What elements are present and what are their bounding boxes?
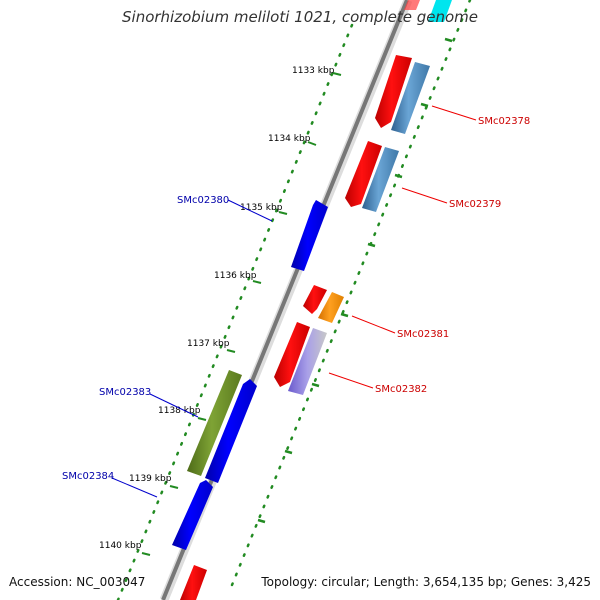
gene-label-smc02381: SMc02381: [397, 329, 449, 340]
label-line-smc02378: [431, 105, 477, 121]
gene-label-smc02384: SMc02384: [62, 471, 114, 482]
label-line-smc02384: [111, 477, 158, 498]
gene-smc02379-steel[interactable]: [362, 147, 399, 212]
top-gene-cyan[interactable]: [428, 0, 452, 22]
tick-label-1136: 1136 kbp: [214, 271, 257, 281]
gene-smc02381-red[interactable]: [303, 285, 327, 314]
map-title: Sinorhizobium meliloti 1021, complete ge…: [122, 8, 478, 26]
inner-dotted-track: [116, 23, 354, 600]
gene-label-smc02379: SMc02379: [449, 199, 501, 210]
tick-label-1133: 1133 kbp: [292, 66, 335, 76]
tick-1140: 1140 kbp: [99, 541, 151, 556]
gene-smc02383-olive[interactable]: [187, 370, 242, 476]
tick-label-1138: 1138 kbp: [158, 406, 201, 416]
tick-1138: 1138 kbp: [158, 406, 207, 421]
tick-label-1135: 1135 kbp: [240, 203, 283, 213]
gene-smc02381-orange[interactable]: [318, 292, 344, 323]
outer-dotted-track: [230, 0, 472, 587]
gene-smc02383-blue[interactable]: [205, 379, 257, 483]
gene-label-smc02383: SMc02383: [99, 387, 151, 398]
top-gene-red[interactable]: [404, 0, 420, 10]
tick-1137: 1137 kbp: [187, 339, 236, 353]
gene-smc02378-red[interactable]: [375, 55, 412, 128]
genome-summary-text: Topology: circular; Length: 3,654,135 bp…: [260, 575, 591, 589]
label-line-smc02379: [401, 187, 448, 204]
tick-1135: 1135 kbp: [240, 203, 288, 215]
tick-1139: 1139 kbp: [129, 474, 179, 489]
gene-label-smc02382: SMc02382: [375, 384, 427, 395]
gene-label-smc02378: SMc02378: [478, 116, 530, 127]
outer-dashes: [257, 37, 453, 524]
gene-smc02379-red[interactable]: [345, 141, 382, 207]
label-line-smc02382: [328, 372, 374, 389]
gene-smc02380[interactable]: [291, 200, 328, 271]
gene-smc02382-lavender[interactable]: [288, 328, 327, 395]
tick-label-1137: 1137 kbp: [187, 339, 230, 349]
tick-1136: 1136 kbp: [214, 271, 262, 284]
bottom-gene-red[interactable]: [180, 565, 207, 600]
tick-label-1140: 1140 kbp: [99, 541, 142, 551]
tick-1134: 1134 kbp: [268, 134, 317, 146]
gene-smc02378-steel[interactable]: [391, 62, 430, 134]
label-line-smc02381: [351, 315, 396, 334]
gene-smc02384[interactable]: [172, 480, 213, 550]
label-line-smc02380: [227, 199, 273, 222]
tick-1133: 1133 kbp: [292, 66, 342, 76]
gene-label-smc02380: SMc02380: [177, 195, 229, 206]
tick-label-1134: 1134 kbp: [268, 134, 311, 144]
label-line-smc02383: [149, 393, 199, 418]
accession-text: Accession: NC_003047: [9, 575, 145, 589]
tick-label-1139: 1139 kbp: [129, 474, 172, 484]
gene-smc02382-red[interactable]: [274, 322, 310, 387]
